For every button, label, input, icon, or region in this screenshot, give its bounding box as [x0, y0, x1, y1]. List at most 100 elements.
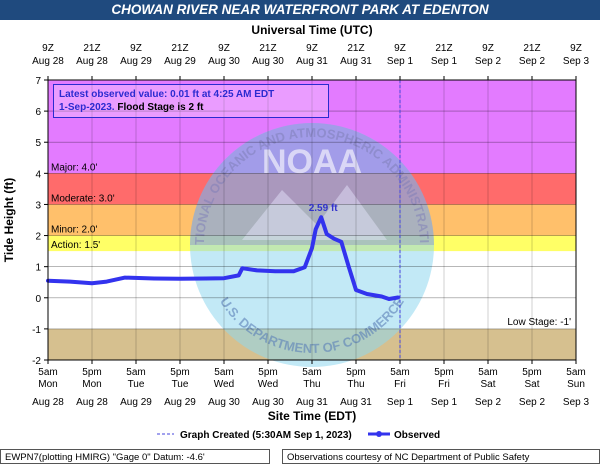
x-tick-date: Aug 31 [340, 397, 372, 408]
observed-point [178, 277, 182, 281]
x-tick-day: Mon [82, 379, 101, 390]
x-tick-date: Aug 31 [296, 397, 328, 408]
x-tick-date: Sep 1 [387, 397, 414, 408]
hydrograph-chart: NOAANATIONAL OCEANIC AND ATMOSPHERIC ADM… [0, 0, 590, 441]
x-tick-time: 5pm [258, 367, 277, 378]
observed-point [347, 265, 351, 269]
x-tick-time: 5am [126, 367, 145, 378]
y-tick-label: 0 [35, 294, 41, 305]
top-tick-date: Aug 29 [164, 56, 196, 67]
legend-graph-created-label: Graph Created (5:30AM Sep 1, 2023) [180, 430, 352, 441]
x-tick-time: 5pm [522, 367, 541, 378]
top-tick-time: 9Z [218, 43, 230, 54]
observed-point [303, 265, 307, 269]
observed-point [314, 227, 318, 231]
x-tick-date: Aug 28 [76, 397, 108, 408]
latest-date-text: 1-Sep-2023. [59, 102, 115, 113]
footer-datum: EWPN7(plotting HMIRG) "Gage 0" Datum: -4… [0, 449, 270, 464]
observed-point [255, 268, 259, 272]
observed-point [319, 215, 323, 219]
observed-point [204, 276, 208, 280]
latest-date-line: 1-Sep-2023. Flood Stage is 2 ft [59, 101, 323, 114]
chart-title: CHOWAN RIVER NEAR WATERFRONT PARK AT EDE… [0, 0, 600, 20]
y-tick-label: 5 [35, 138, 41, 149]
observed-point [123, 276, 127, 280]
observed-point [90, 281, 94, 285]
top-tick-time: 21Z [259, 43, 276, 54]
observed-point [380, 295, 384, 299]
top-axis-title: Universal Time (UTC) [251, 23, 372, 37]
y-tick-label: -1 [32, 325, 41, 336]
top-tick-time: 9Z [42, 43, 54, 54]
x-tick-time: 5am [214, 367, 233, 378]
top-tick-date: Aug 28 [32, 56, 64, 67]
top-tick-date: Sep 2 [519, 56, 546, 67]
x-tick-date: Aug 29 [164, 397, 196, 408]
observed-point [237, 273, 241, 277]
y-tick-label: 2 [35, 232, 41, 243]
x-tick-day: Wed [258, 379, 278, 390]
top-tick-date: Sep 1 [387, 56, 414, 67]
peak-label: 2.59 ft [309, 203, 339, 214]
x-tick-day: Fri [438, 379, 450, 390]
x-tick-time: 5pm [170, 367, 189, 378]
observed-point [325, 232, 329, 236]
observed-point [68, 280, 72, 284]
latest-value-text: Latest observed value: 0.01 ft at 4:25 A… [59, 89, 275, 100]
legend-observed-marker [376, 431, 382, 437]
x-tick-time: 5pm [346, 367, 365, 378]
top-tick-time: 21Z [523, 43, 540, 54]
x-tick-day: Mon [38, 379, 57, 390]
flood-stage-text: Flood Stage is 2 ft [117, 102, 204, 113]
x-tick-date: Sep 2 [519, 397, 546, 408]
observed-point [273, 269, 277, 273]
top-tick-date: Aug 29 [120, 56, 152, 67]
y-tick-label: 6 [35, 107, 41, 118]
top-tick-date: Aug 30 [252, 56, 284, 67]
top-tick-date: Aug 28 [76, 56, 108, 67]
top-tick-date: Aug 31 [340, 56, 372, 67]
top-tick-date: Aug 31 [296, 56, 328, 67]
observed-point [332, 237, 336, 241]
top-tick-time: 21Z [171, 43, 188, 54]
x-tick-time: 5pm [82, 367, 101, 378]
observed-point [387, 297, 391, 301]
stage-label: Moderate: 3.0' [51, 193, 115, 204]
y-tick-label: 3 [35, 200, 41, 211]
x-tick-time: 5am [38, 367, 57, 378]
x-axis-title: Site Time (EDT) [268, 409, 356, 423]
observed-point [152, 276, 156, 280]
top-tick-time: 9Z [130, 43, 142, 54]
top-tick-date: Sep 3 [563, 56, 590, 67]
x-tick-day: Tue [172, 379, 189, 390]
top-tick-time: 9Z [306, 43, 318, 54]
footer-courtesy: Observations courtesy of NC Department o… [282, 449, 600, 464]
stage-label: Minor: 2.0' [51, 225, 97, 236]
observed-point [240, 266, 244, 270]
stage-label: Low Stage: -1' [507, 317, 571, 328]
x-tick-day: Sat [480, 379, 495, 390]
observed-point [354, 288, 358, 292]
top-tick-date: Aug 30 [208, 56, 240, 67]
x-tick-time: 5am [478, 367, 497, 378]
observed-point [396, 295, 400, 299]
x-tick-date: Aug 30 [252, 397, 284, 408]
legend-observed-label: Observed [394, 430, 440, 441]
x-tick-date: Sep 3 [563, 397, 590, 408]
x-tick-date: Sep 2 [475, 397, 502, 408]
y-tick-label: 1 [35, 263, 41, 274]
observed-point [105, 280, 109, 284]
x-tick-day: Fri [394, 379, 406, 390]
y-tick-label: 4 [35, 169, 41, 180]
x-tick-time: 5am [566, 367, 585, 378]
x-tick-date: Aug 29 [120, 397, 152, 408]
stage-label: Action: 1.5' [51, 240, 100, 251]
stage-label: Major: 4.0' [51, 162, 97, 173]
watermark-upper-half [190, 123, 434, 245]
top-tick-time: 21Z [83, 43, 100, 54]
x-tick-date: Sep 1 [431, 397, 458, 408]
observed-point [222, 276, 226, 280]
top-tick-time: 9Z [482, 43, 494, 54]
x-tick-day: Thu [303, 379, 320, 390]
x-tick-day: Wed [214, 379, 234, 390]
